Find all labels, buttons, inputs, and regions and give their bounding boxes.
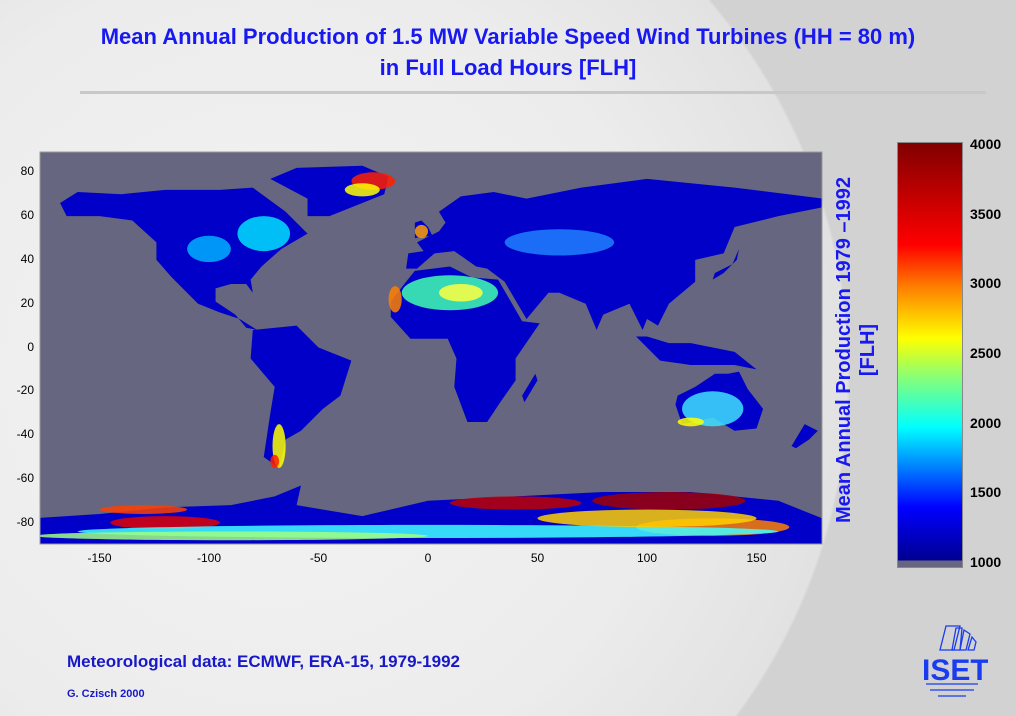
wind-hotspot <box>270 454 280 468</box>
y-tick-label: -60 <box>16 470 34 485</box>
wind-hotspot <box>110 516 220 530</box>
y-tick-label: 20 <box>20 295 34 310</box>
colorbar-tick-label: 3000 <box>970 275 1002 292</box>
wind-hotspot <box>237 216 291 252</box>
x-tick-label: -50 <box>309 551 328 565</box>
author-note: G. Czisch 2000 <box>67 688 145 700</box>
y-tick-label: -80 <box>16 514 34 529</box>
colorbar-tick-label: 3500 <box>970 205 1002 222</box>
y-tick-label: 80 <box>20 164 34 179</box>
wind-hotspot <box>388 286 402 313</box>
data-source-note: Meteorological data: ECMWF, ERA-15, 1979… <box>67 652 461 671</box>
land-japan <box>712 248 739 280</box>
x-tick-label: 150 <box>746 551 767 565</box>
x-tick-label: 100 <box>636 551 658 565</box>
wind-hotspot <box>677 417 704 427</box>
plot-frame <box>39 151 823 545</box>
colorbar-tick-label: 2000 <box>970 414 1002 431</box>
colorbar-tick-label: 2500 <box>970 345 1002 361</box>
colorbar-label-line1: Mean Annual Production 1979 –1992 <box>833 176 855 524</box>
wind-hotspot <box>537 509 757 528</box>
wind-hotspot <box>449 496 582 510</box>
title-divider <box>80 91 986 94</box>
wind-hotspot <box>414 224 428 238</box>
x-tick-label: -100 <box>196 551 222 565</box>
colorbar <box>897 142 963 568</box>
iset-logo: ISET <box>922 625 988 697</box>
chart-title-line2: in Full Load Hours [FLH] <box>379 55 637 80</box>
y-tick-label: 0 <box>27 339 34 354</box>
colorbar-tick-label: 1000 <box>970 554 1002 570</box>
wind-hotspot <box>40 531 428 541</box>
x-tick-label: 50 <box>530 551 545 565</box>
logo-text: ISET <box>922 654 988 687</box>
y-tick-label: 40 <box>20 251 34 266</box>
land-new-zealand <box>791 424 818 449</box>
y-tick-label: -40 <box>16 427 34 442</box>
wind-hotspot <box>504 229 615 256</box>
colorbar-tick-label: 1500 <box>970 484 1002 501</box>
x-tick-label: -150 <box>87 551 112 565</box>
colorbar-tick-label: 4000 <box>970 136 1002 152</box>
map-layer <box>40 165 822 544</box>
wind-hotspot <box>438 283 483 302</box>
chart-title-line1: Mean Annual Production of 1.5 MW Variabl… <box>100 24 916 49</box>
x-tick-label: 0 <box>424 551 432 565</box>
wind-hotspot <box>592 492 746 510</box>
wind-hotspot <box>187 235 231 263</box>
colorbar-label-line2: [FLH] <box>857 323 879 377</box>
y-tick-label: -20 <box>16 383 34 398</box>
land-indonesia <box>636 336 757 370</box>
land-madagascar <box>522 373 538 403</box>
colorbar-label: Mean Annual Production 1979 –1992 [FLH] <box>832 150 880 550</box>
wind-hotspot <box>344 183 380 197</box>
land-eurasia <box>406 178 822 330</box>
wind-hotspot <box>682 391 744 427</box>
wind-hotspot <box>99 505 188 514</box>
y-tick-label: 60 <box>20 208 34 223</box>
